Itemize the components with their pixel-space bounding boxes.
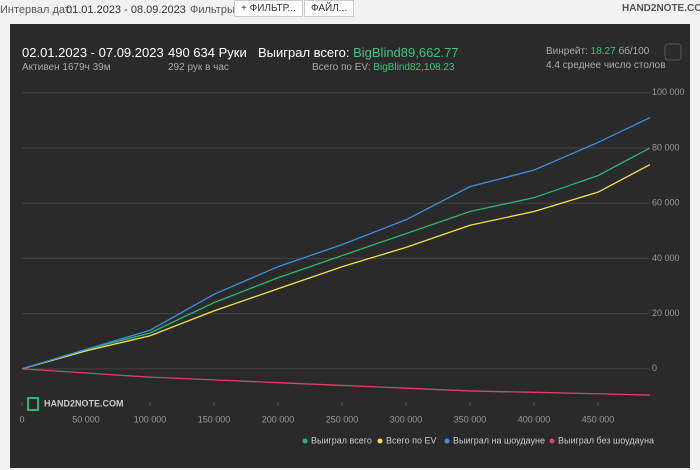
x-tick-label: 400 000 — [518, 414, 551, 424]
legend-label: Всего по EV — [386, 435, 436, 445]
series-line — [21, 368, 651, 396]
won-label: Выиграл всего: — [258, 45, 350, 60]
y-tick-label: 60 000 — [652, 198, 680, 208]
won: Выиграл всего: BigBlind89,662.77 — [258, 45, 459, 60]
watermark-icon — [27, 397, 39, 411]
date-label: Интервал дат: — [0, 4, 73, 16]
settings-icon[interactable] — [664, 43, 682, 61]
winrate-value: 18.27 — [590, 46, 616, 57]
y-tick-label: 0 — [652, 363, 657, 373]
series-line — [21, 147, 651, 370]
winrate: Винрейт: 18.27 бб/100 — [546, 46, 649, 57]
winrate-unit: бб/100 — [618, 46, 650, 57]
filter-button[interactable]: + ФИЛЬТР... — [234, 0, 303, 17]
x-tick-label: 100 000 — [134, 414, 167, 424]
x-tick-label: 200 000 — [262, 414, 295, 424]
legend-label: Выиграл на шоудауне — [453, 435, 545, 445]
ev-value: BigBlind82,108.23 — [373, 62, 455, 73]
filter-text: ФИЛЬТР... — [249, 3, 296, 14]
y-tick-label: 20 000 — [652, 308, 680, 318]
series-line — [21, 163, 651, 370]
plus: + — [241, 3, 250, 14]
file-button[interactable]: ФАЙЛ... — [304, 0, 355, 17]
series-line — [21, 117, 651, 370]
won-value: BigBlind89,662.77 — [353, 45, 459, 60]
y-tick-label: 100 000 — [652, 87, 685, 97]
y-tick-label: 80 000 — [652, 142, 680, 152]
y-tick-label: 40 000 — [652, 253, 680, 263]
ev: Всего по EV: BigBlind82,108.23 — [312, 62, 454, 73]
filters-label: Фильтры: — [190, 4, 238, 16]
x-tick-label: 300 000 — [390, 414, 423, 424]
hands-per-hour: 292 рук в час — [168, 62, 229, 73]
ev-label: Всего по EV: — [312, 62, 371, 73]
legend-label: Выиграл всего — [311, 435, 372, 445]
x-tick-label: 150 000 — [198, 414, 231, 424]
legend-marker — [377, 438, 383, 444]
panel — [10, 24, 690, 468]
period: 02.01.2023 - 07.09.2023 — [22, 45, 164, 60]
x-tick-label: 50 000 — [72, 414, 100, 424]
watermark: HAND2NOTE.COM — [44, 398, 124, 408]
hands: 490 634 Руки — [168, 45, 247, 60]
tables: 4.4 среднее число столов — [546, 60, 666, 71]
x-tick-label: 250 000 — [326, 414, 359, 424]
legend-marker — [302, 438, 308, 444]
winrate-label: Винрейт: — [546, 46, 588, 57]
active: Активен 1679ч 39м — [22, 62, 111, 73]
legend-marker — [549, 438, 555, 444]
legend-label: Выиграл без шоудауна — [558, 435, 654, 445]
x-tick-label: 450 000 — [582, 414, 615, 424]
legend-marker — [444, 438, 450, 444]
x-tick-label: 0 — [19, 414, 24, 424]
date-range[interactable]: 01.01.2023 - 08.09.2023 — [66, 4, 186, 16]
x-tick-label: 350 000 — [454, 414, 487, 424]
logo: HAND2NOTE.COM — [622, 3, 700, 14]
